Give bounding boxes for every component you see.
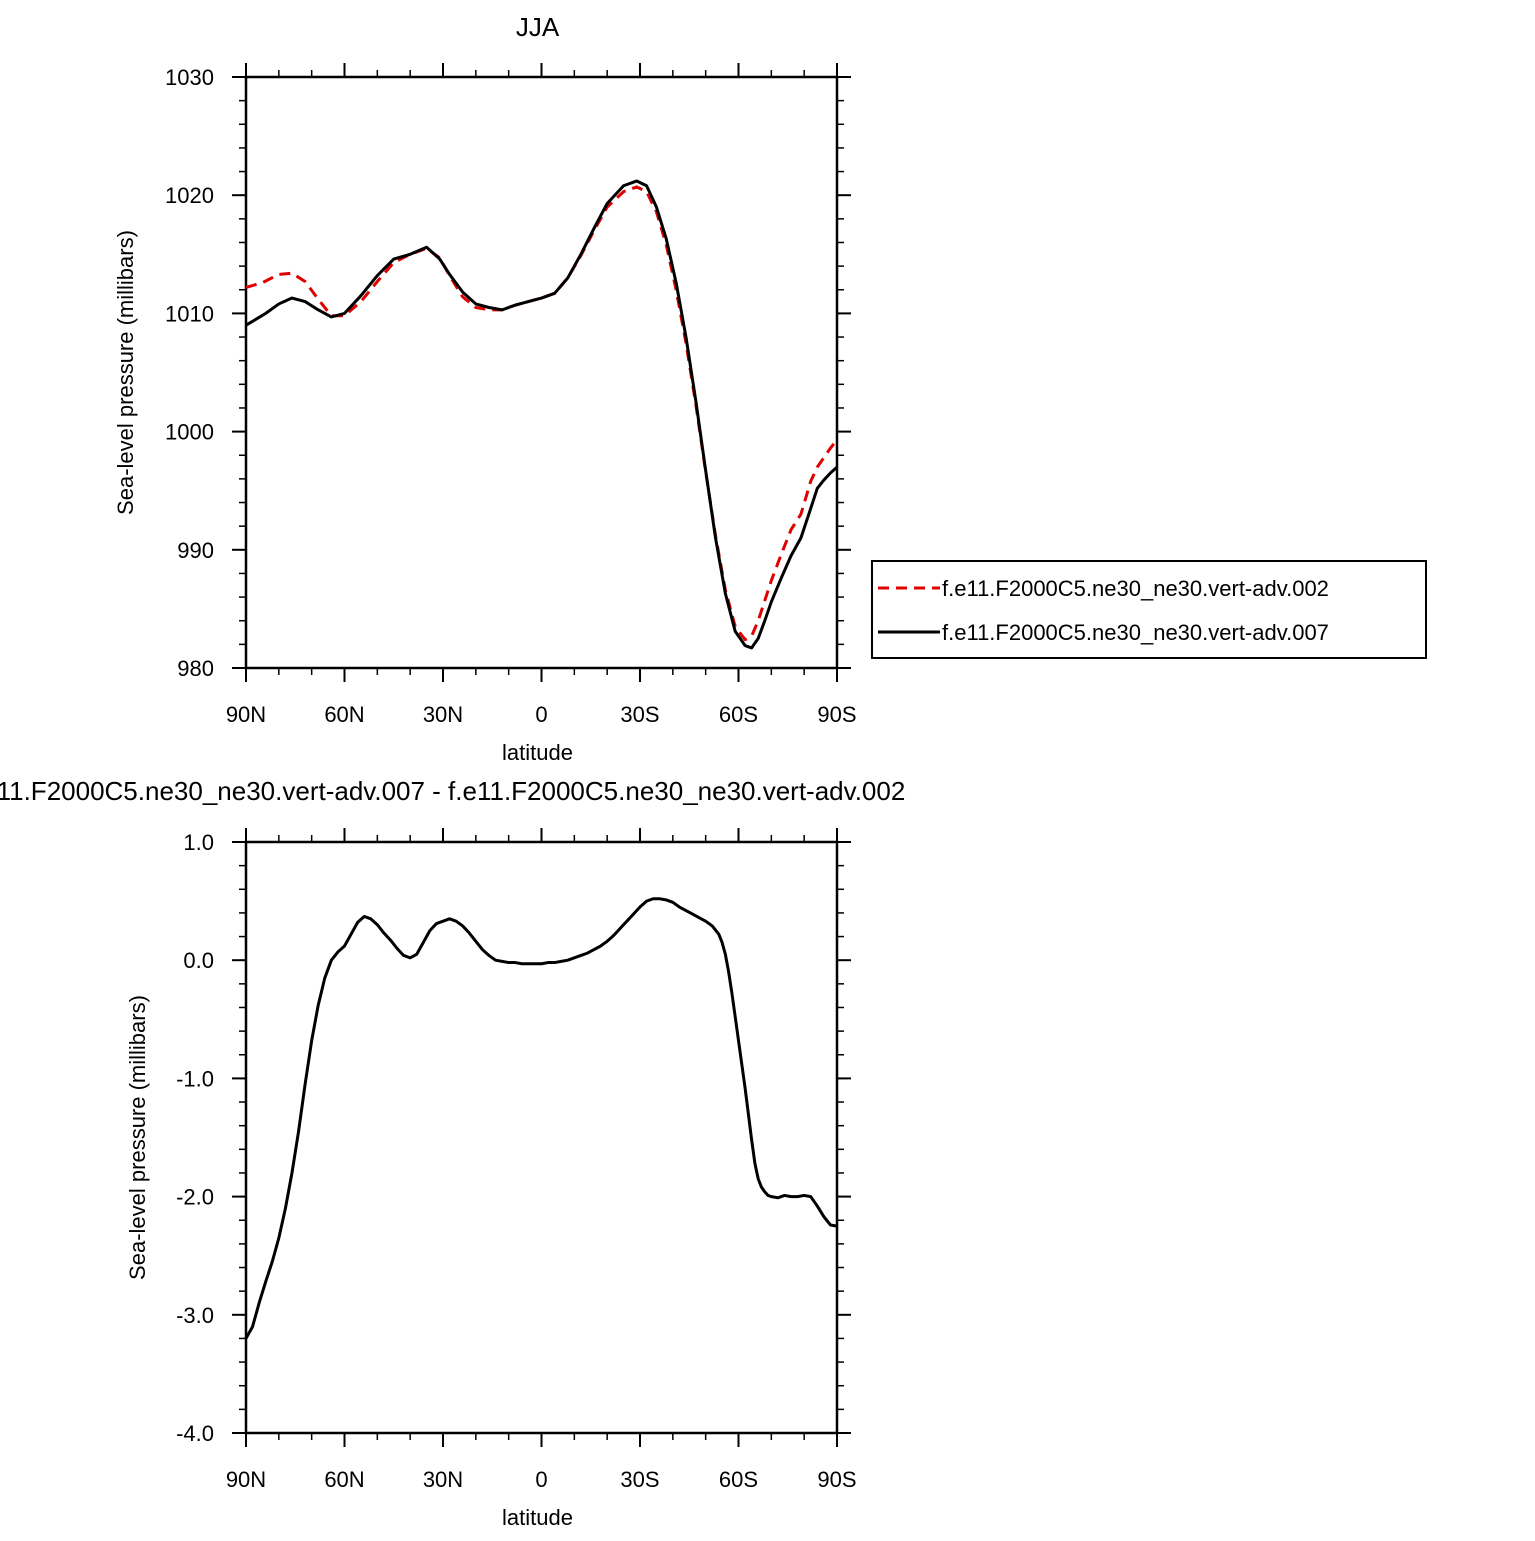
y-tick-label: 1020 (165, 183, 214, 208)
x-tick-label: 30N (423, 1467, 463, 1492)
x-tick-label: 0 (535, 1467, 547, 1492)
difference-plot: f.e11.F2000C5.ne30_ne30.vert-adv.007 - f… (0, 776, 905, 1530)
y-tick-label: 980 (177, 656, 214, 681)
x-axis-label: latitude (502, 1505, 573, 1530)
y-tick-label: 1.0 (183, 830, 214, 855)
chart-title: f.e11.F2000C5.ne30_ne30.vert-adv.007 - f… (0, 776, 905, 806)
plot-frame (244, 75, 839, 670)
series-line-0 (245, 185, 839, 642)
plot-frame (244, 840, 839, 1435)
x-tick-label: 90N (226, 702, 266, 727)
legend-box (871, 560, 1427, 659)
x-tick-label: 60S (719, 702, 758, 727)
x-tick-label: 90N (226, 1467, 266, 1492)
legend-label-0: f.e11.F2000C5.ne30_ne30.vert-adv.002 (942, 576, 1329, 601)
y-tick-label: 1000 (165, 420, 214, 445)
series-line-1 (245, 179, 839, 650)
top-plot: JJA 1030 1020 1010 1000 990 980 90N 60N 30N 0 30S 60… (113, 12, 857, 765)
y-axis-label: Sea-level pressure (millibars) (125, 995, 150, 1280)
y-tick-label: 1010 (165, 301, 214, 326)
y-tick-label: -2.0 (176, 1185, 214, 1210)
chart-title: JJA (516, 12, 560, 42)
x-tick-label: 60N (324, 702, 364, 727)
y-axis-label: Sea-level pressure (millibars) (113, 230, 138, 515)
x-tick-label: 60N (324, 1467, 364, 1492)
y-tick-label: -4.0 (176, 1421, 214, 1446)
y-tick-label: -1.0 (176, 1066, 214, 1091)
y-tick-label: -3.0 (176, 1303, 214, 1328)
y-tick-label: 990 (177, 538, 214, 563)
y-tick-label: 1030 (165, 65, 214, 90)
x-tick-label: 0 (535, 702, 547, 727)
x-tick-label: 90S (817, 702, 856, 727)
x-tick-label: 30S (620, 702, 659, 727)
series-line-0 (244, 897, 838, 1340)
legend-label-1: f.e11.F2000C5.ne30_ne30.vert-adv.007 (942, 620, 1329, 645)
x-axis-label: latitude (502, 740, 573, 765)
y-tick-label: 0.0 (183, 948, 214, 973)
x-tick-label: 30N (423, 702, 463, 727)
x-tick-label: 90S (817, 1467, 856, 1492)
x-tick-label: 30S (620, 1467, 659, 1492)
legend: f.e11.F2000C5.ne30_ne30.vert-adv.002 f.e1… (871, 560, 1427, 659)
x-tick-label: 60S (719, 1467, 758, 1492)
